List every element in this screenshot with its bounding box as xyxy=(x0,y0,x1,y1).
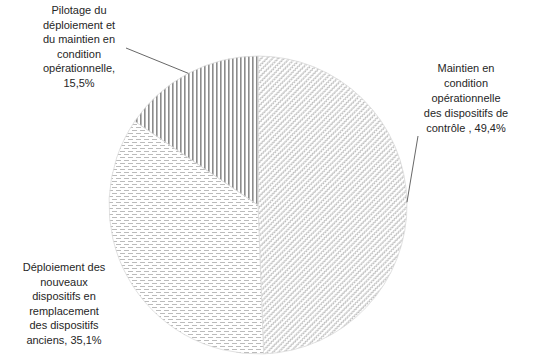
data-label: anciens, 35,1% xyxy=(26,334,101,346)
label-part: du maintien en xyxy=(43,33,115,45)
data-label: condition xyxy=(444,77,488,89)
data-label: déploiement et xyxy=(43,19,115,31)
label-part: condition xyxy=(444,77,488,89)
label-part: anciens, xyxy=(26,334,67,346)
data-label: Déploiement des xyxy=(23,261,106,273)
data-label: 15,5% xyxy=(63,77,94,89)
label-part: des dispositifs de xyxy=(424,107,508,119)
label-part: nouveaux xyxy=(40,276,88,288)
data-label: contrôle , 49,4% xyxy=(426,122,506,134)
labels: Maintien en condition opérationnelle des di… xyxy=(23,4,508,346)
pie-slice xyxy=(258,56,407,354)
data-label: dispositifs en xyxy=(32,290,96,302)
label-part: 15,5% xyxy=(63,77,94,89)
leader-line xyxy=(407,136,418,202)
label-part: contrôle , xyxy=(426,122,471,134)
label-part: opérationnelle, xyxy=(43,62,115,74)
chart: Maintien en condition opérationnelle des di… xyxy=(0,0,533,358)
label-part: Pilotage du xyxy=(51,4,106,16)
label-part: opérationnelle xyxy=(431,92,500,104)
data-label: du maintien en xyxy=(43,33,115,45)
label-part: des dispositifs xyxy=(29,319,99,331)
slices xyxy=(109,56,407,354)
data-label: Maintien en xyxy=(438,62,495,74)
data-label: des dispositifs xyxy=(29,319,99,331)
pie-slice xyxy=(135,56,258,205)
label-part: Maintien en xyxy=(438,62,495,74)
label-part: remplacement xyxy=(29,305,99,317)
label-part: Déploiement des xyxy=(23,261,106,273)
data-label: Pilotage du xyxy=(51,4,106,16)
data-label: condition xyxy=(57,48,101,60)
data-label: remplacement xyxy=(29,305,99,317)
data-label: opérationnelle, xyxy=(43,62,115,74)
label-part: déploiement et xyxy=(43,19,115,31)
data-label: opérationnelle xyxy=(431,92,500,104)
label-part: condition xyxy=(57,48,101,60)
label-part: dispositifs en xyxy=(32,290,96,302)
leader-line xyxy=(126,48,188,73)
label-part: 49,4% xyxy=(472,122,506,134)
data-label: des dispositifs de xyxy=(424,107,508,119)
data-label: nouveaux xyxy=(40,276,88,288)
label-part: 35,1% xyxy=(67,334,101,346)
